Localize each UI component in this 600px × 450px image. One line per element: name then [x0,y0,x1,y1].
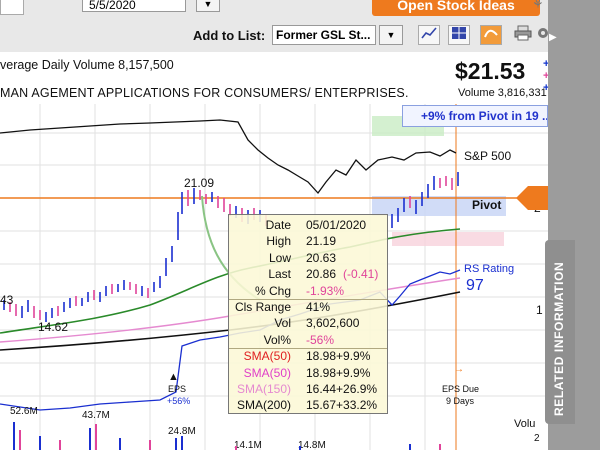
print-icon [514,25,532,41]
tooltip-row: Last 20.86 (-0.41) [229,266,389,282]
tooltip-row-label: % Chg [254,283,291,298]
tooltip-row: SMA(150) 16.44+26.9% [229,381,389,397]
volume-bars [13,422,441,450]
orange-chart-icon [484,29,498,38]
tooltip-row-value: 3,602,600 [306,316,360,331]
volume-axis-label: Volu [514,418,535,430]
tooltip-row-value: 05/01/2020 [306,218,367,232]
volume-label-14b: 14.8M [298,440,326,450]
list-dropdown-button[interactable]: ▼ [379,25,403,45]
volume-label-52: 52.6M [10,406,38,417]
line-chart-button[interactable] [418,25,440,45]
line-chart-icon [421,27,437,39]
grid-view-button[interactable] [448,25,470,45]
plus-icon[interactable]: + [543,70,550,82]
tooltip-row: % Chg -1.93% [229,283,389,299]
tooltip-row-label: Cls Range [234,300,291,314]
tooltip-row-label: SMA(50) [243,349,291,364]
tooltip-row: SMA(50) 18.98+9.9% [229,365,389,381]
average-daily-volume: verage Daily Volume 8,157,500 [0,58,174,72]
volume-label-24: 24.8M [168,426,196,437]
tooltip-row-value: 18.98+9.9% [306,365,371,380]
tooltip-row-value: -1.93% [306,283,345,298]
eps-due-days: 9 Days [446,396,475,406]
chart-style-button[interactable] [480,25,502,45]
tooltip-row-value: -56% [306,332,335,347]
left-price-label: 43 [0,293,14,307]
tooltip-row: Low 20.63 [229,250,389,266]
eps-due-label: EPS Due [442,384,479,394]
pivot-zone [372,196,506,216]
plus-icon[interactable]: + [543,82,550,94]
last-price: $21.53 [455,58,526,84]
related-information-label: RELATED INFORMATION [552,261,566,416]
pivot-flag [516,186,548,210]
tooltip-row-label: Date [265,218,291,232]
price-chart[interactable]: S&P 500 21.09 14.62 43 RS Rating 97 EPS … [0,104,548,450]
bell-icon[interactable]: ⚘ [532,0,544,11]
eps-up-arrow: ▲ [168,371,179,383]
pivot-note: +9% from Pivot in 19 ... [402,105,548,127]
tooltip-row-label: Low [268,250,291,265]
company-description: MAN AGEMENT APPLICATIONS FOR CONSUMERS/ … [0,86,409,100]
gear-icon [538,28,548,38]
tooltip-row-label: Vol [274,316,291,331]
tooltip-row-label: Last [268,267,291,282]
volume-label-43: 43.7M [82,410,110,421]
tooltip-row: Vol% -56% [229,332,389,348]
settings-button[interactable] [536,25,550,45]
tooltip-row-value: 18.98+9.9% [306,349,371,364]
rs-rating-value: 97 [466,277,484,294]
tooltip-separator [229,348,387,350]
date-input[interactable]: 5/5/2020 [82,0,186,12]
eps-label: EPS [168,384,186,394]
high-label: 21.09 [184,176,214,190]
low-label: 14.62 [38,320,68,334]
volume-text: Volume 3,816,331 [458,87,547,99]
tooltip-row-label: SMA(50) [243,365,291,380]
chevron-down-icon: ▼ [203,0,213,9]
chevron-down-icon: ▼ [386,30,396,40]
volume-label-14a: 14.1M [234,440,262,450]
tooltip-row-label: SMA(150) [236,382,291,396]
tooltip-row-value: 15.67+33.2% [306,398,378,413]
data-tooltip: Date 05/01/2020 High 21.19 Low 20.63 Last 20.86… [228,214,388,414]
tooltip-row-label: Vol% [263,332,291,347]
date-dropdown-button[interactable]: ▼ [196,0,220,12]
sp500-label: S&P 500 [464,149,511,163]
sp500-line [0,119,457,195]
tooltip-row-value: 41% [306,300,331,314]
tooltip-separator [229,299,387,300]
tooltip-row-value: 20.86 [306,267,337,282]
axis-tick-bottom: 2 [534,433,540,444]
open-stock-ideas-button[interactable]: Open Stock Ideas [372,0,540,16]
eps-marker: → [454,364,464,375]
tooltip-row-value: 21.19 [306,234,337,249]
rs-rating-label: RS Rating [464,263,514,275]
collapse-arrow-icon[interactable]: ▶ [549,32,557,43]
pivot-label: Pivot [472,198,501,212]
tooltip-row: Date 05/01/2020 [229,217,389,233]
print-button[interactable] [512,25,534,45]
eps-change: +56% [167,396,190,406]
add-to-list-label: Add to List: [193,28,266,43]
tooltip-row: High 21.19 [229,233,389,249]
top-left-field[interactable] [0,0,24,15]
plus-icon[interactable]: + [543,58,550,70]
grid-icon [452,27,466,39]
tooltip-row-label: SMA(200) [236,398,291,413]
tooltip-row-value: 20.63 [306,250,337,265]
buy-zone-pink [392,232,504,246]
list-select[interactable]: Former GSL St... [272,25,376,45]
tooltip-row: SMA(200) 15.67+33.2% [229,397,389,413]
tooltip-row: Cls Range 41% [229,299,389,315]
tooltip-row: SMA(50) 18.98+9.9% [229,348,389,364]
tooltip-row-label: High [266,234,291,249]
tooltip-row: Vol 3,602,600 [229,315,389,331]
tooltip-row-value: 16.44+26.9% [306,382,378,396]
axis-tick-1: 1 [536,303,543,317]
related-information-tab[interactable] [545,240,575,424]
tooltip-row-change: (-0.41) [343,267,379,282]
